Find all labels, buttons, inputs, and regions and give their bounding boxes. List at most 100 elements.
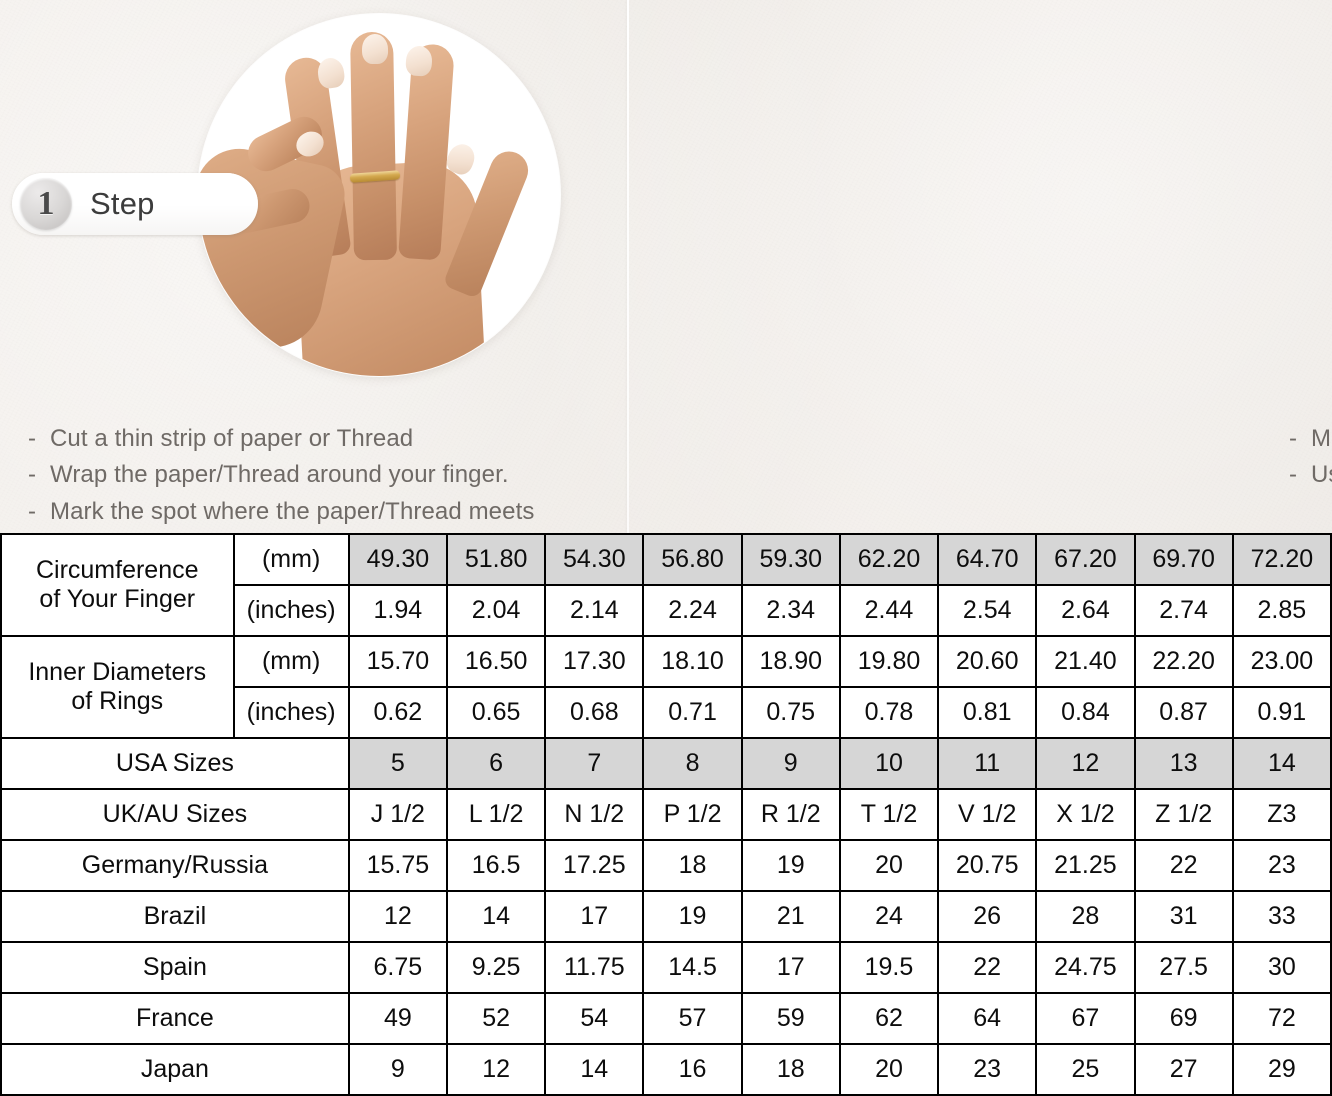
ring-size-chart-table: Circumference of Your Finger (mm) 49.30 51.8… [0,533,1332,1096]
table-row: Japan 9 12 14 16 18 20 23 25 27 29 [0,1043,1332,1096]
table-cell: 29 [1231,1043,1332,1096]
table-cell: 16.5 [445,839,547,892]
table-cell: 2.34 [740,584,841,637]
table-cell: 59.30 [740,533,841,586]
table-cell: 69 [1133,992,1234,1045]
table-cell: 1.94 [347,584,448,637]
bullet-dash-icon: - [28,425,37,452]
table-cell: 20.75 [937,839,1038,892]
table-row: Inner Diameters of Rings (mm) 15.70 16.50 17.… [0,635,1332,739]
table-cell: 0.62 [347,686,448,739]
step-1-instructions: - Cut a thin strip of paper or Thread - … [28,421,618,530]
row-label: UK/AU Sizes [0,788,350,841]
table-cell: 8 [642,737,743,790]
instruction-text: Cut a thin strip of paper or Thread [50,425,414,452]
step-1-number: 1 [37,185,55,222]
instruction-item: - Use the following chart to determine y… [1289,457,1332,493]
table-cell: 49 [347,992,448,1045]
table-cell: 26 [937,890,1038,943]
table-cell: X 1/2 [1035,788,1136,841]
table-cell: N 1/2 [544,788,645,841]
table-cell: 20 [838,839,940,892]
table-cell: 0.91 [1231,686,1332,739]
step-1-badge: 1 Step [12,173,258,235]
hand-with-ring-photo [198,14,560,376]
table-cell: 0.68 [544,686,645,739]
bullet-dash-icon: - [1289,461,1298,489]
table-cell: 23 [937,1043,1038,1096]
table-cell: 0.71 [642,686,743,739]
table-row: (inches) 0.62 0.65 0.68 0.71 0.75 0.78 0.81 0.84… [1,686,1332,739]
table-cell: 6 [445,737,547,790]
table-cell: T 1/2 [838,788,940,841]
table-cell: 52 [445,992,547,1045]
table-cell: 24 [838,890,940,943]
table-cell: 21.40 [1035,635,1136,688]
bullet-dash-icon: - [28,461,37,489]
table-cell: 5 [347,737,448,790]
table-cell: 12 [1035,737,1136,790]
table-cell: 62 [838,992,940,1045]
table-cell: 19.5 [838,941,940,994]
row-label: USA Sizes [0,737,350,790]
table-cell: 17 [544,890,645,943]
table-cell: 72.20 [1231,533,1332,586]
table-cell: 16 [642,1043,743,1096]
table-row: Brazil 12 14 17 19 21 24 26 28 31 33 [0,890,1332,943]
table-cell: 22 [937,941,1038,994]
table-cell: 72 [1231,992,1332,1045]
table-cell: 0.78 [838,686,940,739]
middle-finger-shape [350,31,397,261]
steps-area: 1 Step - Cut a thin strip of paper or Th… [0,0,1332,533]
table-cell: 2.14 [544,584,645,637]
table-cell: 18 [740,1043,841,1096]
table-cell: 12 [445,1043,547,1096]
table-row: France 49 52 54 57 59 62 64 67 69 72 [0,992,1332,1045]
table-cell: 62.20 [838,533,940,586]
table-cell: 13 [1133,737,1234,790]
table-cell: 0.81 [937,686,1038,739]
row-label: Circumference of Your Finger [0,533,235,637]
row-label: Germany/Russia [0,839,350,892]
table-cell: 0.65 [445,686,547,739]
instruction-item: - Cut a thin strip of paper or Thread [28,421,618,457]
table-row: Spain 6.75 9.25 11.75 14.5 17 19.5 22 24.75 27.5 3… [0,941,1332,994]
table-cell: 0.75 [740,686,841,739]
table-row: USA Sizes 5 6 7 8 9 10 11 12 13 14 [0,737,1332,790]
table-cell: Z3 [1231,788,1332,841]
row-label: Spain [0,941,350,994]
table-row: UK/AU Sizes J 1/2 L 1/2 N 1/2 P 1/2 R 1/2 T 1/… [0,788,1332,841]
instruction-text: Wrap the paper/Thread around your finger… [50,461,509,489]
table-cell: 17.25 [544,839,645,892]
table-cell: 28 [1035,890,1136,943]
table-cell: P 1/2 [642,788,743,841]
table-cell: L 1/2 [445,788,547,841]
table-cell: 54.30 [544,533,645,586]
bullet-dash-icon: - [1289,425,1298,452]
table-cell: 9 [347,1043,448,1096]
instruction-text: Use the following chart to determine you… [1311,461,1332,489]
table-cell: 23.00 [1231,635,1332,688]
step-1-panel: 1 Step - Cut a thin strip of paper or Th… [0,0,628,533]
table-cell: 0.84 [1035,686,1136,739]
table-cell: 14 [544,1043,645,1096]
instruction-text: Mark the spot where the paper/Thread mee… [50,497,535,525]
table-cell: 9 [740,737,841,790]
table-cell: 2.74 [1133,584,1234,637]
table-cell: 2.64 [1035,584,1136,637]
row-label: Inner Diameters of Rings [0,635,235,739]
table-cell: 33 [1231,890,1332,943]
table-cell: 15.70 [347,635,448,688]
table-cell: 24.75 [1035,941,1136,994]
table-cell: R 1/2 [740,788,841,841]
table-cell: 18 [642,839,743,892]
step-2-instructions: - Measure the length of the thread with … [1289,421,1332,494]
table-cell: 67.20 [1035,533,1136,586]
table-cell: 17 [740,941,841,994]
table-cell: 56.80 [642,533,743,586]
table-cell: 18.10 [642,635,743,688]
row-unit: (inches) [232,584,350,637]
row-unit: (inches) [232,686,350,739]
table-cell: 64.70 [937,533,1038,586]
table-cell: 51.80 [445,533,547,586]
